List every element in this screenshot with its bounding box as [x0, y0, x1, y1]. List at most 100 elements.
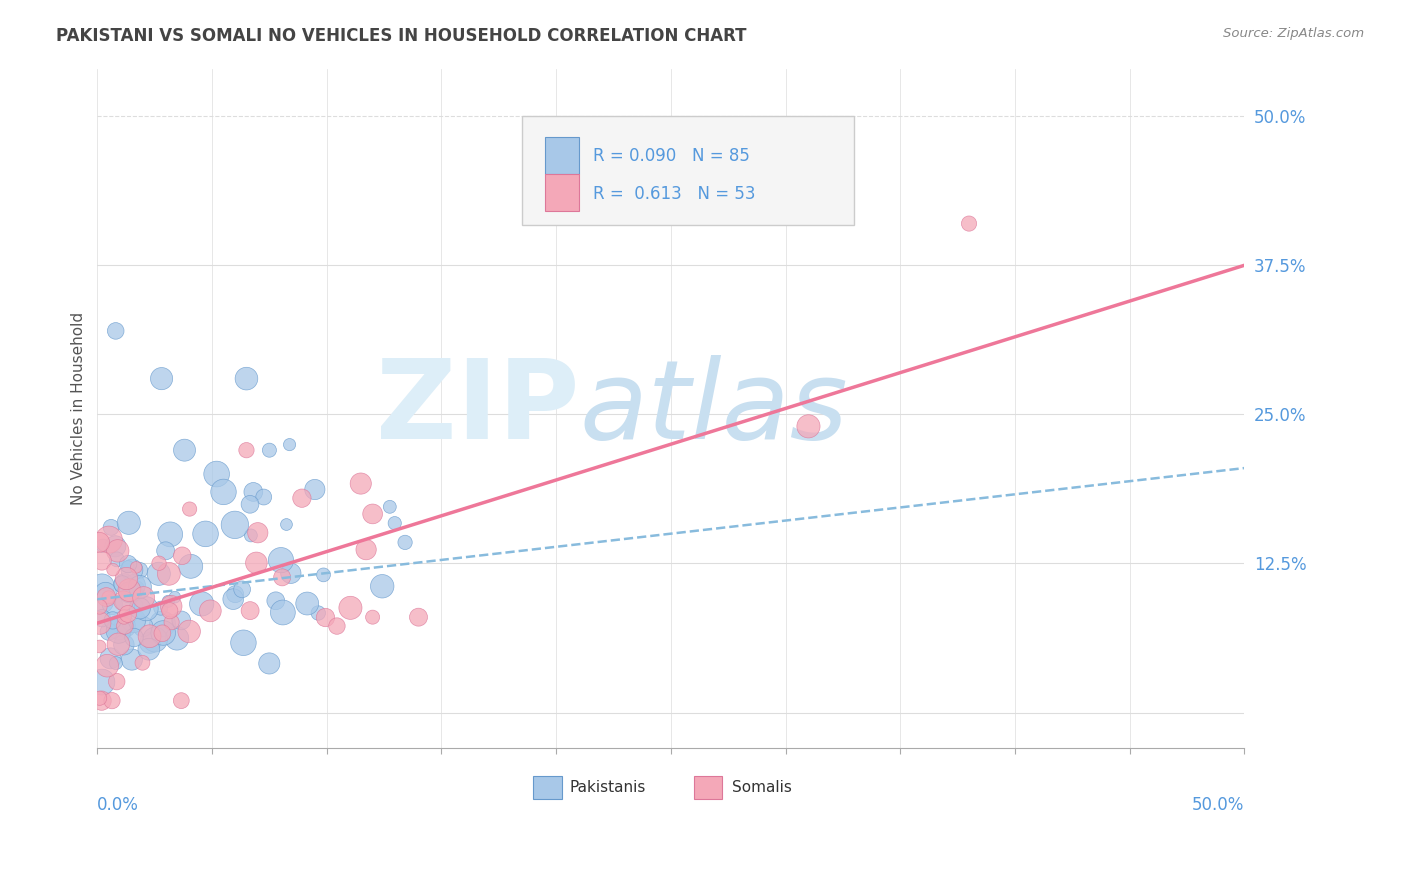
Point — [150, 371, 173, 385]
Point — [117, 557, 139, 571]
Point — [170, 614, 193, 628]
Point — [112, 594, 135, 608]
Point — [121, 563, 143, 577]
Point — [91, 675, 114, 690]
Point — [361, 507, 384, 521]
Point — [112, 610, 135, 624]
Point — [96, 590, 118, 604]
Point — [104, 656, 127, 670]
Point — [239, 528, 262, 542]
Point — [326, 619, 349, 633]
Point — [139, 636, 162, 650]
Point — [125, 582, 148, 596]
Point — [97, 624, 120, 639]
Bar — [693, 775, 723, 799]
Point — [159, 527, 181, 541]
Point — [270, 553, 292, 567]
Point — [129, 580, 152, 594]
Point — [354, 542, 377, 557]
Point — [378, 500, 401, 514]
Point — [97, 533, 120, 547]
Point — [235, 371, 257, 385]
Point — [117, 607, 139, 621]
Point — [107, 624, 129, 638]
Point — [222, 592, 245, 607]
Point — [127, 598, 149, 612]
Point — [121, 652, 143, 666]
Point — [212, 484, 235, 499]
Point — [96, 658, 118, 673]
Bar — [544, 136, 579, 174]
Point — [180, 559, 202, 574]
Point — [235, 443, 257, 458]
Point — [152, 626, 174, 640]
Point — [115, 572, 138, 586]
Point — [104, 324, 127, 338]
Point — [125, 560, 148, 574]
Point — [89, 691, 111, 706]
Point — [89, 535, 111, 549]
Point — [90, 693, 112, 707]
Point — [205, 467, 228, 481]
Point — [138, 642, 160, 657]
Point — [224, 587, 246, 601]
Point — [101, 563, 124, 577]
Point — [143, 632, 166, 647]
Point — [118, 583, 141, 598]
Text: Source: ZipAtlas.com: Source: ZipAtlas.com — [1223, 27, 1364, 40]
Point — [100, 651, 122, 665]
Text: PAKISTANI VS SOMALI NO VEHICLES IN HOUSEHOLD CORRELATION CHART: PAKISTANI VS SOMALI NO VEHICLES IN HOUSE… — [56, 27, 747, 45]
Point — [271, 570, 294, 584]
Point — [138, 629, 160, 643]
Point — [149, 601, 172, 615]
Point — [245, 556, 267, 570]
Point — [312, 567, 335, 582]
Point — [94, 586, 117, 600]
Point — [797, 419, 820, 434]
Point — [118, 585, 141, 599]
Point — [148, 556, 170, 570]
Point — [239, 604, 262, 618]
Point — [101, 598, 124, 612]
Point — [957, 217, 980, 231]
Point — [105, 674, 128, 689]
Point — [101, 614, 124, 628]
Point — [190, 597, 212, 611]
Point — [408, 610, 430, 624]
Point — [224, 517, 246, 532]
Point — [163, 591, 186, 605]
Point — [91, 594, 114, 608]
Bar — [533, 775, 562, 799]
Point — [122, 614, 145, 628]
Point — [280, 566, 302, 581]
Point — [112, 576, 135, 591]
Point — [132, 591, 155, 605]
Point — [111, 577, 134, 591]
Point — [314, 610, 336, 624]
Point — [194, 527, 217, 541]
Point — [166, 632, 188, 646]
Point — [91, 611, 114, 625]
Point — [291, 491, 314, 505]
Point — [304, 483, 326, 497]
Point — [128, 563, 150, 577]
Point — [157, 566, 180, 581]
Point — [135, 601, 157, 615]
Point — [105, 552, 128, 566]
Text: atlas: atlas — [579, 355, 848, 462]
Point — [89, 599, 111, 614]
Point — [173, 443, 195, 458]
Point — [350, 476, 373, 491]
Bar — [544, 174, 579, 211]
Point — [271, 606, 294, 620]
Point — [307, 606, 329, 620]
Point — [89, 616, 111, 631]
Point — [132, 619, 155, 633]
Point — [160, 599, 183, 614]
Point — [157, 594, 180, 608]
Point — [90, 554, 112, 568]
Point — [394, 535, 416, 549]
Point — [232, 636, 254, 650]
Point — [91, 579, 114, 593]
Point — [179, 502, 201, 516]
